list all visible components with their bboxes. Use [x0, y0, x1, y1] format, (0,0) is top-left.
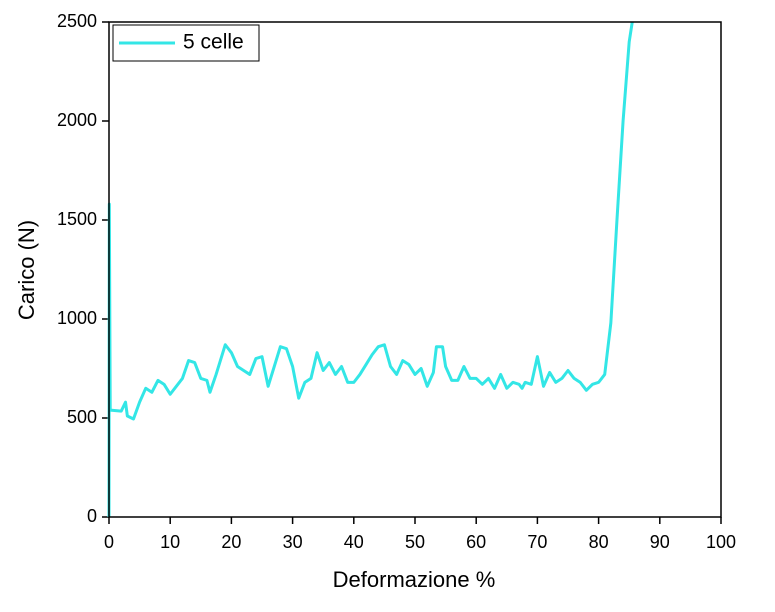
x-axis-label: Deformazione %	[333, 567, 496, 592]
x-tick-label: 100	[706, 532, 736, 552]
x-tick-label: 20	[221, 532, 241, 552]
y-tick-label: 0	[87, 506, 97, 526]
y-tick-label: 2000	[57, 110, 97, 130]
x-tick-label: 0	[104, 532, 114, 552]
y-axis-label: Carico (N)	[14, 220, 39, 320]
x-tick-label: 10	[160, 532, 180, 552]
legend-label: 5 celle	[183, 31, 244, 54]
series-line	[107, 21, 634, 518]
x-tick-label: 80	[589, 532, 609, 552]
x-tick-label: 40	[344, 532, 364, 552]
y-tick-label: 1000	[57, 308, 97, 328]
x-tick-label: 50	[405, 532, 425, 552]
y-tick-label: 500	[67, 407, 97, 427]
x-tick-label: 70	[527, 532, 547, 552]
x-tick-label: 60	[466, 532, 486, 552]
y-tick-label: 2500	[57, 11, 97, 31]
x-tick-label: 30	[283, 532, 303, 552]
y-tick-label: 1500	[57, 209, 97, 229]
x-tick-label: 90	[650, 532, 670, 552]
plot-frame	[108, 21, 722, 518]
